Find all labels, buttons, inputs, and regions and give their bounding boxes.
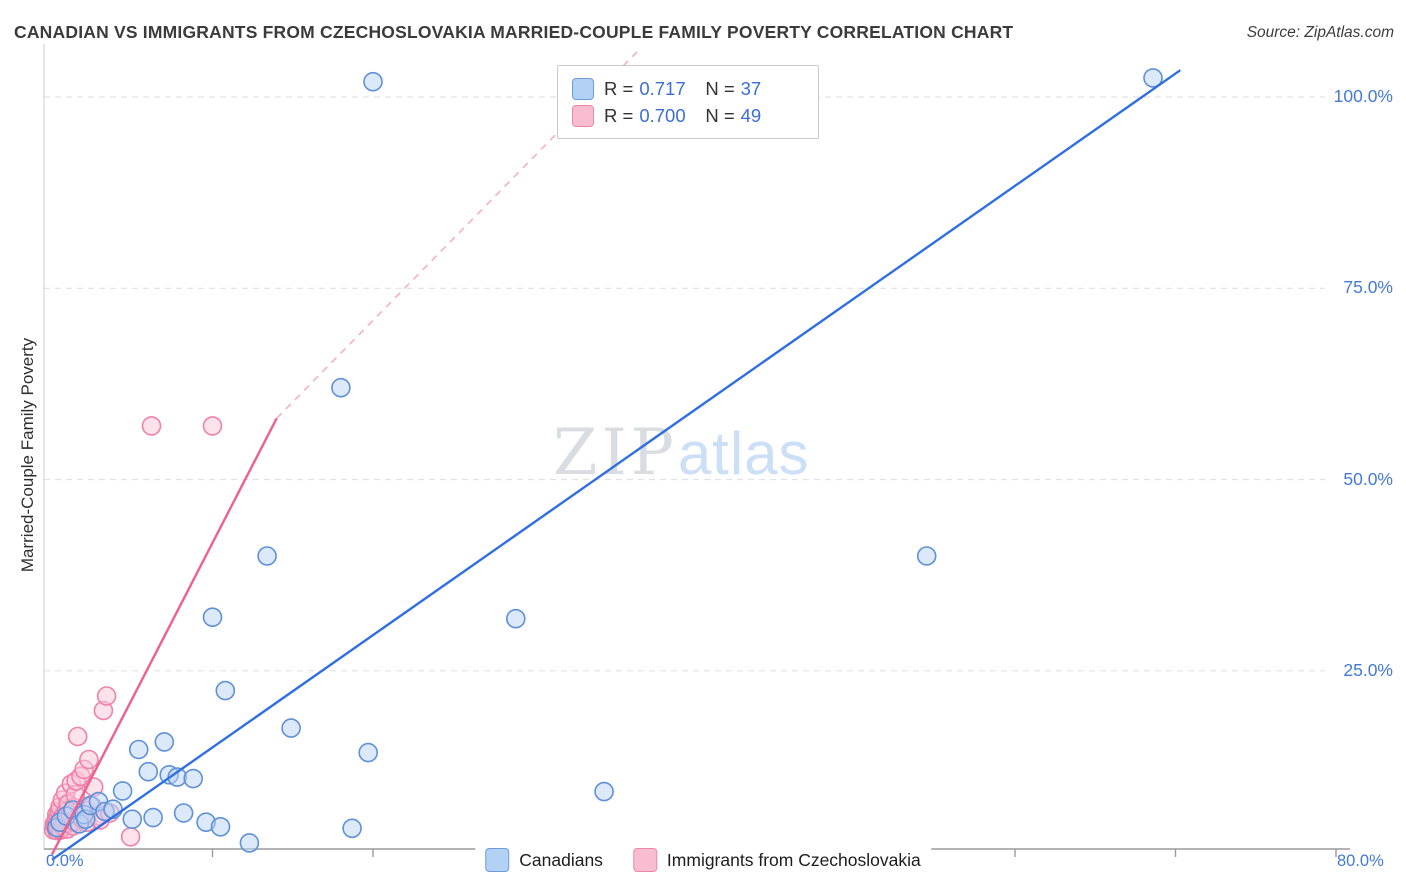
x-axis-max-label: 80.0%: [1337, 852, 1384, 870]
data-point-canadians: [1143, 68, 1163, 88]
data-point-canadians: [215, 680, 236, 701]
n-label: N =: [705, 77, 735, 99]
series-legend: Canadians Immigrants from Czechoslovakia: [475, 848, 931, 872]
data-point-canadians: [103, 799, 123, 820]
data-point-canadians: [122, 809, 143, 830]
data-point-immigrants: [96, 686, 117, 706]
y-tick-label-50: 50.0%: [1343, 469, 1393, 489]
data-point-canadians: [505, 608, 526, 629]
data-point-canadians: [257, 546, 277, 566]
chart-title: CANADIAN VS IMMIGRANTS FROM CZECHOSLOVAK…: [14, 22, 1014, 42]
n-value: 37: [740, 77, 762, 99]
canadians-swatch-icon: [485, 848, 510, 872]
y-tick-label-100: 100.0%: [1333, 86, 1393, 106]
r-label: R =: [604, 77, 634, 99]
y-tick-label-25: 25.0%: [1343, 660, 1393, 680]
data-point-canadians: [183, 768, 203, 789]
data-point-canadians: [154, 732, 175, 752]
data-point-canadians: [128, 739, 149, 760]
data-point-immigrants: [202, 416, 223, 436]
source-link[interactable]: Source: ZipAtlas.com: [1246, 24, 1394, 41]
data-point-canadians: [281, 718, 301, 738]
data-point-immigrants: [67, 726, 88, 747]
series-canadians: [46, 68, 1163, 853]
r-value: 0.717: [639, 77, 686, 99]
data-point-canadians: [112, 781, 133, 801]
stats-legend: R = 0.717 N = 37 R = 0.700 N = 49: [557, 65, 819, 139]
stats-row-canadians: R = 0.717 N = 37: [572, 75, 804, 102]
watermark-zip: ZIP: [553, 416, 678, 490]
immigrants-swatch-icon: [572, 104, 594, 127]
data-point-canadians: [210, 816, 231, 837]
stats-row-immigrants: R = 0.700 N = 49: [572, 102, 804, 129]
canadians-swatch-icon: [572, 77, 594, 100]
watermark-atlas: atlas: [677, 420, 810, 487]
data-point-immigrants: [141, 416, 162, 436]
legend-item-immigrants: Immigrants from Czechoslovakia: [632, 848, 921, 872]
legend-item-canadians: Canadians: [485, 848, 603, 872]
data-point-immigrants: [79, 749, 99, 770]
n-label: N =: [705, 104, 735, 126]
data-point-canadians: [138, 761, 159, 782]
immigrants-swatch-icon: [632, 848, 657, 872]
trend-line-immigrants: [50, 417, 278, 855]
r-value: 0.700: [639, 104, 686, 126]
y-tick-label-75: 75.0%: [1343, 277, 1393, 297]
data-point-canadians: [143, 807, 163, 828]
legend-label: Immigrants from Czechoslovakia: [666, 849, 921, 870]
data-point-canadians: [239, 833, 260, 853]
legend-label: Canadians: [519, 849, 603, 870]
data-point-canadians: [363, 71, 383, 92]
data-point-canadians: [173, 803, 194, 823]
data-point-canadians: [202, 607, 223, 628]
data-point-canadians: [916, 546, 937, 566]
watermark: ZIPatlas: [553, 416, 810, 490]
r-label: R =: [604, 104, 634, 126]
n-value: 49: [740, 104, 762, 126]
data-point-immigrants: [120, 826, 141, 847]
data-point-canadians: [342, 818, 362, 839]
data-point-canadians: [358, 742, 379, 763]
data-point-canadians: [594, 781, 614, 802]
data-point-canadians: [331, 377, 351, 398]
y-axis-title: Married-Couple Family Poverty: [18, 337, 37, 573]
trend-line-canadians: [51, 69, 1181, 861]
x-axis-min-label: 0.0%: [46, 852, 84, 870]
